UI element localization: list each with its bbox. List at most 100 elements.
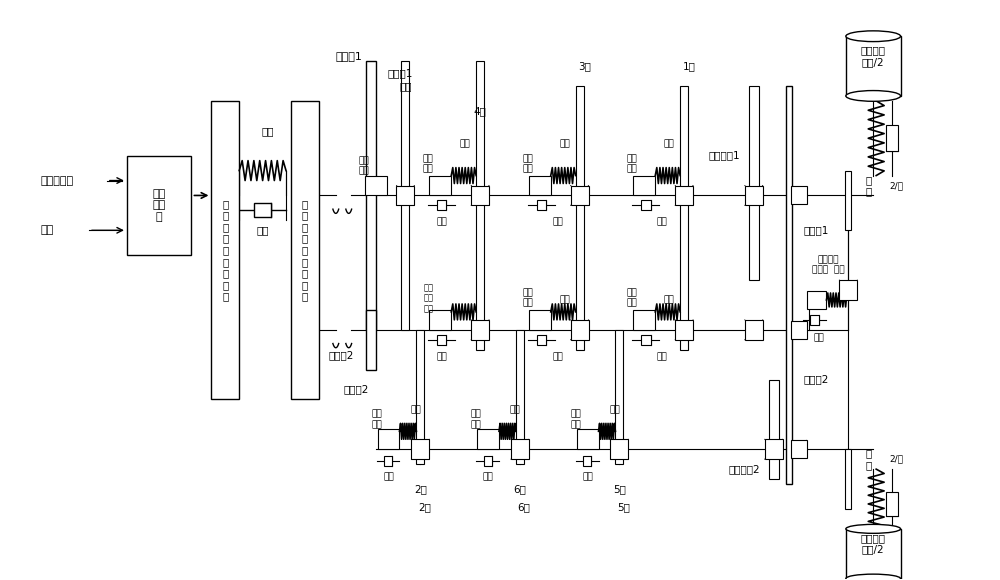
Bar <box>576 86 584 350</box>
Text: 转速: 转速 <box>40 225 53 235</box>
Text: 6挡: 6挡 <box>517 502 530 512</box>
Text: 等效
惯量: 等效 惯量 <box>522 288 533 307</box>
Bar <box>791 321 807 339</box>
Bar <box>615 330 623 464</box>
Bar <box>633 176 655 195</box>
Bar <box>471 320 489 340</box>
Bar <box>484 456 492 466</box>
Text: 输入轴1: 输入轴1 <box>388 68 413 78</box>
Text: 离合器1: 离合器1 <box>335 51 362 61</box>
Text: 车辆等效
惯量/2: 车辆等效 惯量/2 <box>861 533 886 554</box>
Bar <box>845 450 851 509</box>
Ellipse shape <box>846 524 901 534</box>
Text: 阻尼: 阻尼 <box>257 225 269 235</box>
Bar <box>886 125 898 151</box>
Text: 等效
惯量: 等效 惯量 <box>522 154 533 173</box>
Bar <box>749 86 759 280</box>
Bar <box>366 61 376 330</box>
Bar <box>846 36 901 96</box>
Bar <box>511 439 529 459</box>
Text: 输入轴2: 输入轴2 <box>343 385 368 394</box>
Text: 倒挡: 倒挡 <box>399 81 412 91</box>
Text: 等效
惯量: 等效 惯量 <box>423 154 434 173</box>
Text: 刚度: 刚度 <box>609 405 620 414</box>
Bar <box>845 171 851 230</box>
Text: 半
轴: 半 轴 <box>865 175 871 196</box>
Text: 节气门开度: 节气门开度 <box>40 176 73 186</box>
Text: 5挡: 5挡 <box>617 502 630 512</box>
Bar <box>411 439 429 459</box>
Bar <box>396 186 414 205</box>
Text: 等效
惯量: 等效 惯量 <box>627 288 638 307</box>
Bar <box>786 86 792 484</box>
Text: 刚度: 刚度 <box>664 139 675 148</box>
Text: 等效
惯量: 等效 惯量 <box>358 156 369 175</box>
Bar <box>437 201 446 211</box>
Bar <box>577 429 599 450</box>
Bar <box>641 335 651 345</box>
Text: 等效
惯量: 等效 惯量 <box>471 409 481 429</box>
Bar <box>254 204 271 218</box>
Bar <box>127 155 191 255</box>
Text: 4挡: 4挡 <box>474 106 487 116</box>
Bar <box>765 439 783 459</box>
Text: 输出轴2: 输出轴2 <box>804 375 829 385</box>
Text: 刚度: 刚度 <box>559 295 570 305</box>
Bar <box>807 291 826 309</box>
Text: 输出轴1: 输出轴1 <box>804 225 829 235</box>
Bar <box>429 310 451 330</box>
Bar <box>477 429 499 450</box>
Text: 发动
机模
型: 发动 机模 型 <box>152 189 165 222</box>
Text: 5挡: 5挡 <box>613 484 626 494</box>
Text: 刚度: 刚度 <box>410 405 421 414</box>
Ellipse shape <box>846 90 901 102</box>
Bar <box>471 186 489 205</box>
Bar <box>680 86 688 350</box>
Bar <box>529 176 551 195</box>
Bar <box>416 330 424 464</box>
Bar <box>537 201 546 211</box>
Bar <box>529 310 551 330</box>
Text: 阻尼: 阻尼 <box>437 218 448 227</box>
Bar <box>291 101 319 400</box>
Text: 2挡: 2挡 <box>418 502 431 512</box>
Text: 阻尼: 阻尼 <box>813 334 824 342</box>
Text: 阻尼: 阻尼 <box>383 473 394 481</box>
Bar <box>378 429 399 450</box>
Text: 阻尼: 阻尼 <box>657 352 668 361</box>
Text: 阻尼: 阻尼 <box>657 218 668 227</box>
Bar <box>886 492 898 516</box>
Text: 1挡: 1挡 <box>683 61 696 71</box>
Text: 次
级
端
等
效
转
动
惯
量: 次 级 端 等 效 转 动 惯 量 <box>302 199 308 302</box>
Bar <box>633 310 655 330</box>
Bar <box>583 456 591 466</box>
Bar <box>839 280 857 300</box>
Bar <box>429 176 451 195</box>
Text: 阻尼: 阻尼 <box>552 352 563 361</box>
Text: 刚度: 刚度 <box>460 139 471 148</box>
Text: 传动轴等
效惯量  刚度: 传动轴等 效惯量 刚度 <box>812 255 845 275</box>
Text: 刚度: 刚度 <box>510 405 520 414</box>
Bar <box>675 186 693 205</box>
Text: 阻尼: 阻尼 <box>582 473 593 481</box>
Bar <box>571 186 589 205</box>
Bar <box>476 61 484 350</box>
Text: 半
轴: 半 轴 <box>865 448 871 470</box>
Bar <box>366 310 376 369</box>
Bar <box>401 61 409 330</box>
Bar <box>769 379 779 479</box>
Bar <box>211 101 239 400</box>
Text: 3挡: 3挡 <box>578 61 591 71</box>
Bar <box>846 529 901 579</box>
Text: 等效
惯量: 等效 惯量 <box>627 154 638 173</box>
Text: 等效
惯量
刚度: 等效 惯量 刚度 <box>423 283 433 313</box>
Text: 刚度: 刚度 <box>664 295 675 305</box>
Text: 主减齿轮2: 主减齿轮2 <box>728 464 760 474</box>
Bar <box>791 440 807 458</box>
Bar <box>384 456 392 466</box>
Text: 阻尼: 阻尼 <box>552 218 563 227</box>
Bar <box>791 187 807 204</box>
Bar <box>675 320 693 340</box>
Ellipse shape <box>846 574 901 580</box>
Text: 初
级
端
等
效
转
动
惯
量: 初 级 端 等 效 转 动 惯 量 <box>222 199 228 302</box>
